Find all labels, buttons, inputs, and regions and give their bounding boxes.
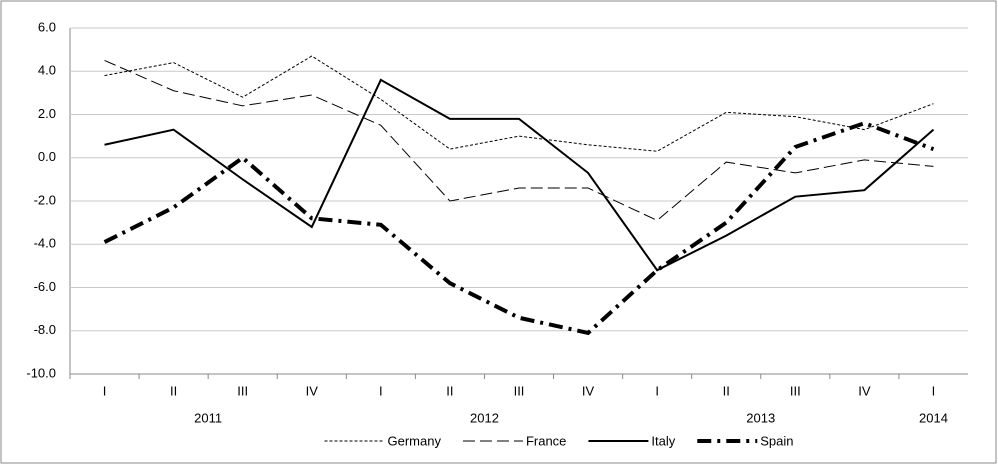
x-tick-label: I bbox=[655, 383, 659, 398]
year-label: 2014 bbox=[919, 410, 948, 425]
y-tick-label: -2.0 bbox=[34, 192, 56, 207]
y-tick-label: -4.0 bbox=[34, 236, 56, 251]
x-tick-label: II bbox=[723, 383, 730, 398]
x-tick-label: IV bbox=[306, 383, 319, 398]
x-tick-label: III bbox=[514, 383, 525, 398]
year-label: 2013 bbox=[746, 410, 775, 425]
x-tick-label: IV bbox=[582, 383, 595, 398]
y-tick-label: 4.0 bbox=[38, 63, 56, 78]
y-tick-label: 6.0 bbox=[38, 19, 56, 34]
y-tick-label: -8.0 bbox=[34, 322, 56, 337]
legend-label: Germany bbox=[387, 433, 441, 448]
x-tick-label: III bbox=[790, 383, 801, 398]
series-line bbox=[104, 55, 934, 152]
legend-label: Italy bbox=[651, 433, 675, 448]
x-tick-label: I bbox=[103, 383, 107, 398]
year-label: 2012 bbox=[470, 410, 499, 425]
x-tick-label: I bbox=[379, 383, 383, 398]
y-tick-label: -6.0 bbox=[34, 279, 56, 294]
series-line bbox=[104, 78, 935, 272]
legend-label: France bbox=[526, 433, 566, 448]
y-tick-label: 2.0 bbox=[38, 106, 56, 121]
series-line bbox=[103, 121, 935, 336]
legend-label: Spain bbox=[760, 433, 793, 448]
series-line bbox=[104, 59, 934, 222]
x-tick-label: II bbox=[446, 383, 453, 398]
x-tick-label: I bbox=[932, 383, 936, 398]
year-label: 2011 bbox=[194, 410, 222, 425]
y-tick-label: 0.0 bbox=[38, 149, 56, 164]
x-tick-label: IV bbox=[858, 383, 871, 398]
y-tick-label: -10.0 bbox=[26, 365, 56, 380]
x-tick-label: II bbox=[170, 383, 177, 398]
x-tick-label: III bbox=[237, 383, 248, 398]
